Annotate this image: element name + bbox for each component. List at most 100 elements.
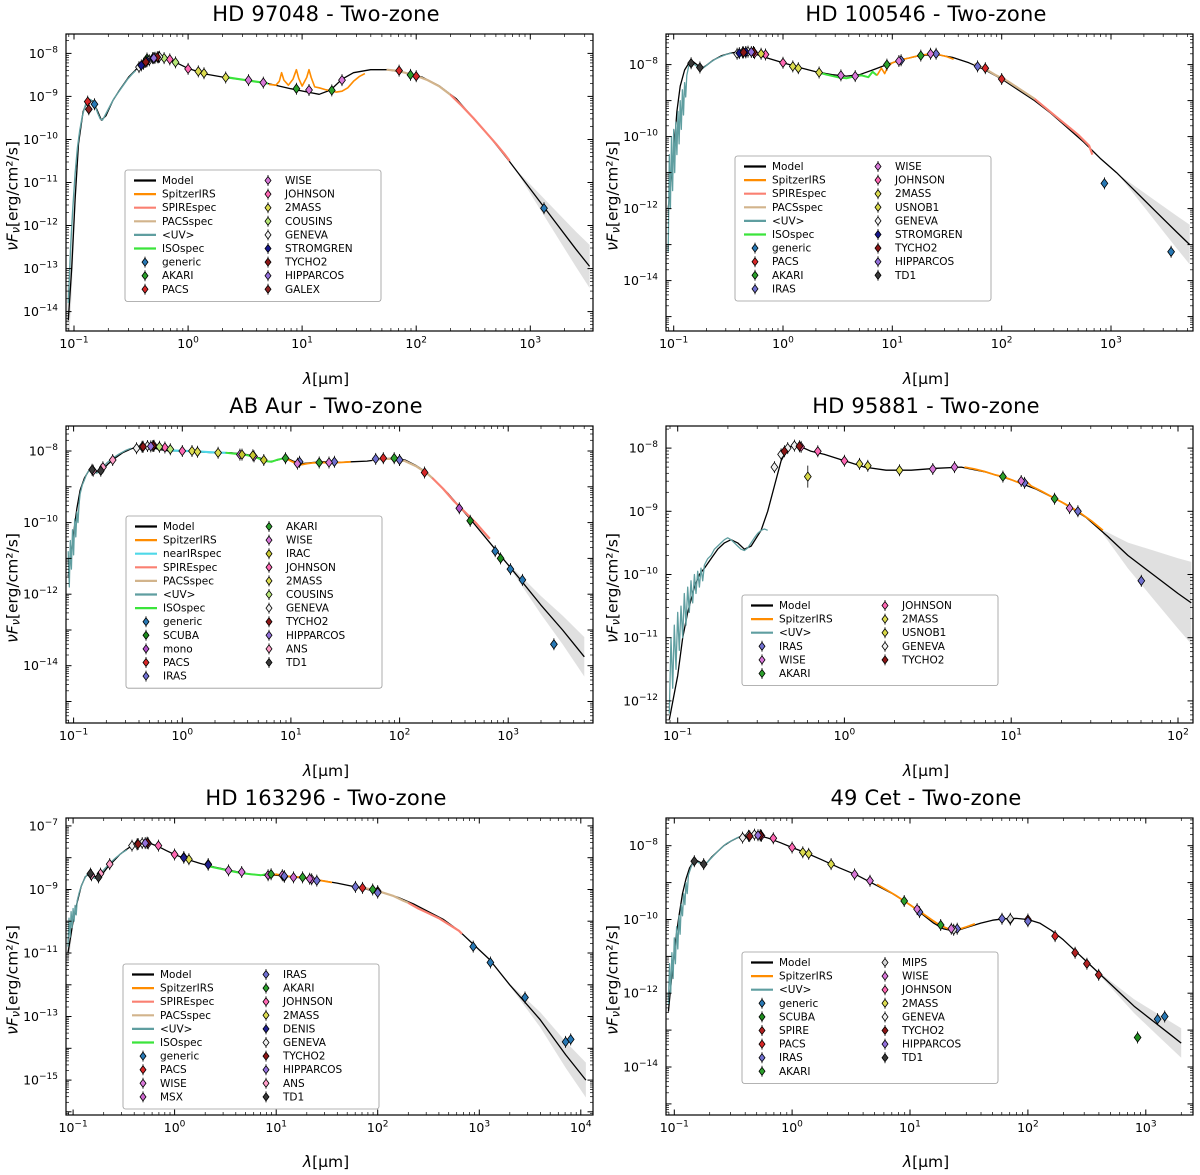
svg-text:IRAS: IRAS [283,969,307,981]
svg-text:10−1: 10−1 [59,1119,88,1135]
svg-text:GENEVA: GENEVA [283,1037,327,1049]
svg-text:HIPPARCOS: HIPPARCOS [286,630,346,642]
svg-text:10−1: 10−1 [59,335,88,351]
panel-title: 49 Cet - Two-zone [830,786,1022,810]
svg-text:MIPS: MIPS [902,957,927,969]
svg-text:USNOB1: USNOB1 [895,202,939,214]
svg-text:10−11: 10−11 [23,945,58,961]
svg-text:AKARI: AKARI [779,1066,810,1078]
svg-text:10−12: 10−12 [623,985,658,1001]
y-axis-unit: [erg/cm²/s] [603,924,622,1011]
svg-text:WISE: WISE [895,161,922,173]
svg-text:JOHNSON: JOHNSON [285,562,336,574]
svg-text:SPIREspec: SPIREspec [163,562,218,574]
svg-text:AKARI: AKARI [286,521,317,533]
y-axis-unit: [erg/cm²/s] [3,141,22,228]
svg-text:2MASS: 2MASS [285,202,322,214]
svg-text:101: 101 [881,335,903,351]
svg-text:GALEX: GALEX [285,284,320,296]
svg-text:TYCHO2: TYCHO2 [894,243,937,255]
svg-text:SPIREspec: SPIREspec [160,996,215,1008]
svg-text:SpitzerIRS: SpitzerIRS [160,983,214,995]
svg-text:JOHNSON: JOHNSON [284,189,335,201]
x-axis-unit: [μm] [912,370,950,388]
svg-text:IRAS: IRAS [163,671,187,683]
x-axis-label: λ[μm] [660,1153,1192,1171]
y-axis-subscript: ν [9,619,23,626]
svg-text:SPIRE: SPIRE [779,1025,809,1037]
svg-text:<UV>: <UV> [779,627,811,639]
svg-text:102: 102 [405,335,427,351]
svg-text:2MASS: 2MASS [286,575,323,587]
svg-text:SpitzerIRS: SpitzerIRS [779,971,833,983]
svg-text:100: 100 [834,727,856,743]
svg-text:Model: Model [162,175,194,187]
svg-text:10−13: 10−13 [23,1008,58,1024]
panel-title: HD 100546 - Two-zone [805,2,1047,26]
y-axis-subscript: ν [9,1010,23,1017]
svg-text:mono: mono [163,643,193,655]
svg-text:IRAS: IRAS [779,641,803,653]
sed-panel-hd100546: HD 100546 - Two-zone νFν[erg/cm²/s] Mode… [600,0,1200,392]
svg-text:101: 101 [280,727,302,743]
svg-text:JOHNSON: JOHNSON [901,600,952,612]
svg-text:Model: Model [779,957,811,969]
svg-text:TYCHO2: TYCHO2 [901,1025,944,1037]
panel-title: HD 163296 - Two-zone [205,786,447,810]
svg-text:ISOspec: ISOspec [163,603,206,615]
svg-text:10−10: 10−10 [23,515,58,531]
svg-text:TD1: TD1 [901,1052,923,1064]
svg-text:10−1: 10−1 [659,335,688,351]
y-axis-label: νFν[erg/cm²/s] [603,141,622,251]
sed-panel-hd97048: HD 97048 - Two-zone νFν[erg/cm²/s] Model… [0,0,600,392]
x-axis-symbol: λ [302,370,313,388]
svg-text:10−8: 10−8 [29,45,58,61]
svg-text:10−10: 10−10 [623,566,658,582]
svg-text:GENEVA: GENEVA [895,215,939,227]
svg-text:COUSINS: COUSINS [285,216,333,228]
y-axis-label: νFν[erg/cm²/s] [3,141,22,251]
svg-text:ANS: ANS [286,643,308,655]
y-axis-unit: [erg/cm²/s] [603,533,622,620]
svg-text:MSX: MSX [160,1091,183,1103]
svg-text:<UV>: <UV> [163,589,195,601]
svg-text:10−14: 10−14 [23,658,58,674]
svg-text:100: 100 [177,335,199,351]
x-axis-unit: [μm] [912,762,950,780]
x-axis-unit: [μm] [312,762,350,780]
svg-text:Model: Model [163,521,195,533]
svg-text:100: 100 [781,1119,803,1135]
svg-text:GENEVA: GENEVA [286,603,330,615]
svg-text:JOHNSON: JOHNSON [901,984,952,996]
svg-text:HIPPARCOS: HIPPARCOS [285,270,345,282]
y-axis-subscript: ν [9,227,23,234]
svg-text:TD1: TD1 [282,1091,304,1103]
svg-text:TD1: TD1 [894,270,916,282]
svg-text:102: 102 [389,727,411,743]
svg-text:ISOspec: ISOspec [772,229,815,241]
svg-text:10−8: 10−8 [629,838,658,854]
x-axis-label: λ[μm] [60,1153,592,1171]
svg-text:10−11: 10−11 [23,174,58,190]
svg-text:DENIS: DENIS [283,1023,316,1035]
y-axis-symbol: νF [3,233,22,251]
x-axis-symbol: λ [302,1153,313,1171]
y-axis-label: νFν[erg/cm²/s] [3,533,22,643]
svg-text:PACS: PACS [160,1064,187,1076]
svg-text:<UV>: <UV> [772,215,804,227]
svg-text:10−15: 10−15 [23,1072,58,1088]
svg-text:PACS: PACS [162,284,189,296]
svg-text:STROMGREN: STROMGREN [895,229,963,241]
svg-text:10−12: 10−12 [623,693,658,709]
sed-panel-abaur: AB Aur - Two-zone νFν[erg/cm²/s] Model Sp… [0,392,600,784]
x-axis-symbol: λ [902,762,913,780]
y-axis-symbol: νF [603,1016,622,1035]
svg-text:generic: generic [163,616,202,628]
svg-text:JOHNSON: JOHNSON [894,175,945,187]
svg-text:generic: generic [162,257,201,269]
sed-panel-hd95881: HD 95881 - Two-zone νFν[erg/cm²/s] Model… [600,392,1200,784]
svg-text:2MASS: 2MASS [283,1010,320,1022]
svg-text:TYCHO2: TYCHO2 [901,654,944,666]
